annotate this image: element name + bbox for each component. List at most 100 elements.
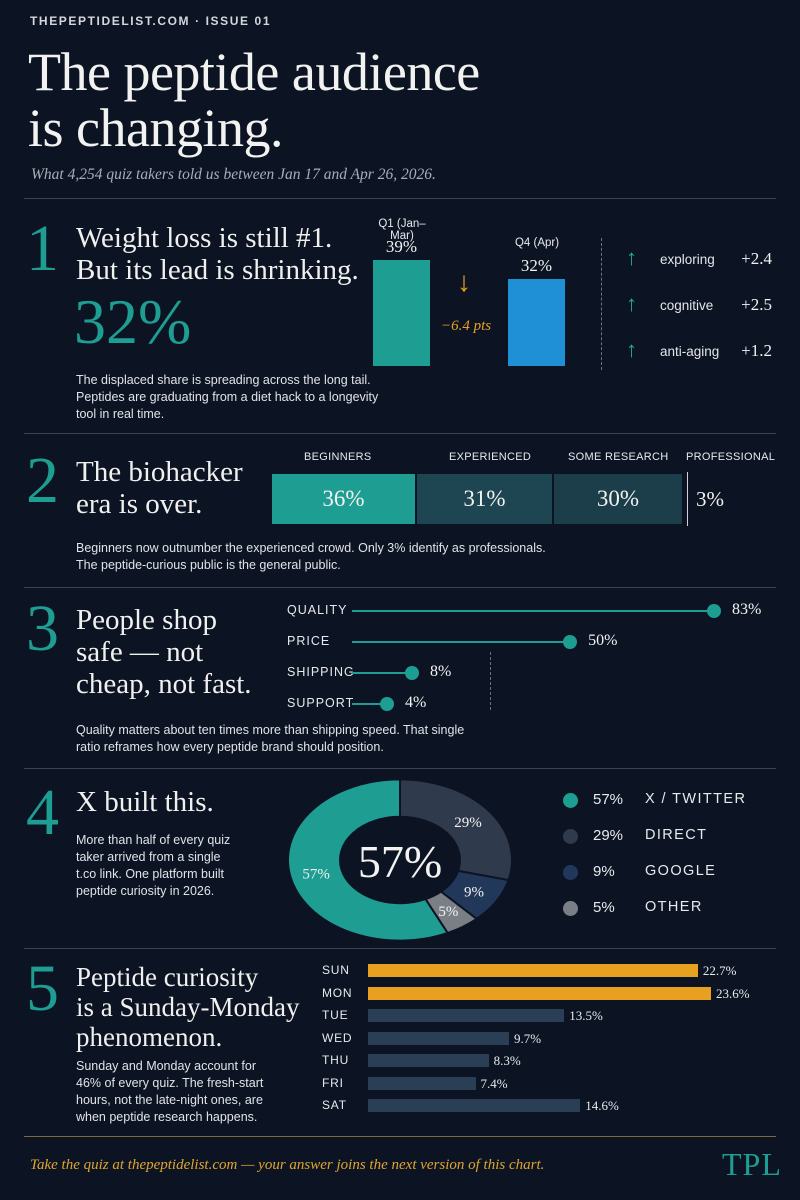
legend-label: X / TWITTER xyxy=(645,791,747,807)
weekday-bar xyxy=(368,986,711,1000)
section-5-number: 5 xyxy=(26,952,59,1025)
lollipop-stem xyxy=(352,703,387,705)
down-arrow-icon: ↓ xyxy=(457,266,471,297)
weekday-value-label: 8.3% xyxy=(493,1053,521,1068)
lollipop-dot xyxy=(707,604,721,618)
donut-slice-label: 57% xyxy=(302,867,330,883)
section-5-title-line-1: Peptide curiosity xyxy=(76,962,259,992)
lollipop-value-label: 8% xyxy=(430,663,452,680)
lollipop-stem xyxy=(352,672,412,674)
weekday-value-label: 13.5% xyxy=(569,1008,603,1023)
legend-swatch xyxy=(563,901,578,916)
section-3-body: Quality matters about ten times more tha… xyxy=(76,722,464,756)
legend-value: 9% xyxy=(593,863,615,880)
weekday-value-label: 23.6% xyxy=(716,985,750,1001)
lollipop-value-label: 4% xyxy=(405,694,427,711)
legend-swatch xyxy=(563,793,578,808)
section-3-title-line-1: People shop xyxy=(76,604,217,636)
weekday-bar xyxy=(368,1031,509,1045)
headline-line-1: The peptide audience xyxy=(28,42,480,102)
section-5-body: Sunday and Monday account for 46% of eve… xyxy=(76,1058,263,1126)
section-2-title: The biohacker era is over. xyxy=(76,456,243,520)
section-3-body-line-1: Quality matters about ten times more tha… xyxy=(76,723,465,737)
divider xyxy=(687,472,688,526)
section-1-body: The displaced share is spreading across … xyxy=(76,372,378,423)
donut-slice xyxy=(424,890,479,935)
up-arrow-icon: ↑ xyxy=(626,245,637,270)
section-4-body-line-3: t.co link. One platform built xyxy=(76,867,224,881)
weekday-value-label: 14.6% xyxy=(585,1098,619,1113)
lollipop-category-label: PRICE xyxy=(287,634,331,648)
section-4-body-line-4: peptide curiosity in 2026. xyxy=(76,884,215,898)
divider xyxy=(601,238,602,370)
section-2-body: Beginners now outnumber the experienced … xyxy=(76,540,546,574)
donut-slice xyxy=(439,869,510,921)
section-5-title: Peptide curiosity is a Sunday-Monday phe… xyxy=(76,962,299,1052)
bar-category-label: Q4 (Apr) xyxy=(514,237,560,250)
section-1-title-line-1: Weight loss is still #1. xyxy=(76,222,333,254)
weekday-bar xyxy=(368,1076,476,1090)
section-3-title: People shop safe — not cheap, not fast. xyxy=(76,604,252,700)
bar xyxy=(373,260,430,366)
legend-label: GOOGLE xyxy=(645,863,717,879)
section-1-number: 1 xyxy=(26,212,59,285)
section-1-body-line-3: tool in real time. xyxy=(76,407,165,421)
divider xyxy=(24,198,776,199)
segment: 36% xyxy=(272,474,415,524)
bar-category-label: Q1 (Jan–Mar) xyxy=(378,218,426,242)
section-4-body-line-1: More than half of every quiz xyxy=(76,833,231,847)
lollipop-category-label: SHIPPING xyxy=(287,665,355,679)
subtitle: What 4,254 quiz takers told us between J… xyxy=(31,166,436,183)
shift-value: +2.4 xyxy=(741,249,772,268)
weekday-bar xyxy=(368,1099,581,1112)
section-3-title-line-3: cheap, not fast. xyxy=(76,668,252,700)
bar xyxy=(508,279,565,366)
legend-swatch xyxy=(563,829,578,844)
legend-swatch xyxy=(563,865,578,880)
divider xyxy=(24,587,776,588)
weekday-label: SUN xyxy=(322,963,350,977)
donut-slice-label: 29% xyxy=(454,815,482,831)
section-3-number: 3 xyxy=(26,592,59,665)
divider xyxy=(490,652,491,710)
segment: 31% xyxy=(417,474,552,524)
up-arrow-icon: ↑ xyxy=(626,291,637,316)
footer-call-to-action: Take the quiz at thepeptidelist.com — yo… xyxy=(30,1157,545,1173)
shift-category-label: exploring xyxy=(660,252,715,267)
section-3-title-line-2: safe — not xyxy=(76,636,204,668)
weekday-label: FRI xyxy=(322,1075,344,1090)
delta-label: −6.4 pts xyxy=(441,318,492,334)
donut-slice xyxy=(287,778,450,942)
legend-value: 29% xyxy=(593,827,624,844)
section-1-big-stat: 32% xyxy=(74,286,192,357)
shift-value: +2.5 xyxy=(741,295,772,314)
divider xyxy=(24,433,776,434)
weekday-value-label: 22.7% xyxy=(702,963,737,978)
section-4-number: 4 xyxy=(26,776,59,849)
divider xyxy=(24,1136,776,1137)
donut-slice-label: 5% xyxy=(438,904,458,920)
segment-header: BEGINNERS xyxy=(304,451,372,463)
lollipop-dot xyxy=(405,666,419,680)
weekday-label: THU xyxy=(322,1053,350,1067)
kicker: THEPEPTIDELIST.COM · ISSUE 01 xyxy=(30,14,272,28)
shift-value: +1.2 xyxy=(741,341,772,360)
section-5-body-line-1: Sunday and Monday account for xyxy=(76,1059,256,1073)
section-2-body-line-1: Beginners now outnumber the experienced … xyxy=(76,541,546,555)
segment-header: PROFESSIONAL xyxy=(686,451,776,463)
lollipop-stem xyxy=(352,641,571,643)
section-2-title-line-1: The biohacker xyxy=(76,456,243,488)
section-4-body: More than half of every quiz taker arriv… xyxy=(76,832,230,900)
segment: 30% xyxy=(554,474,682,524)
section-2-number: 2 xyxy=(26,444,59,517)
section-3-body-line-2: ratio reframes how every peptide brand s… xyxy=(76,740,384,754)
section-1-body-line-1: The displaced share is spreading across … xyxy=(76,373,371,387)
legend-label: DIRECT xyxy=(645,827,708,843)
page-title: The peptide audience is changing. xyxy=(28,44,480,156)
segment-header: SOME RESEARCH xyxy=(568,451,669,463)
headline-line-2: is changing. xyxy=(28,98,283,158)
weekday-value-label: 9.7% xyxy=(513,1030,542,1046)
donut-slice xyxy=(399,778,513,882)
weekday-bar xyxy=(368,1054,489,1067)
weekday-label: TUE xyxy=(322,1008,349,1022)
